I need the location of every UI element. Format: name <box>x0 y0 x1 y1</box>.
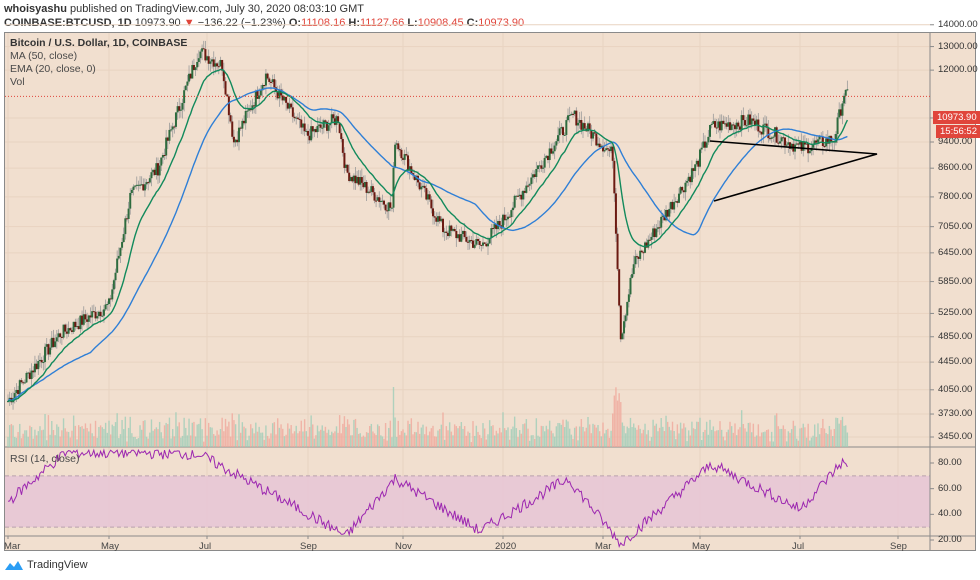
low-value: 10908.45 <box>417 17 464 29</box>
time-tick: Sep <box>300 541 317 552</box>
rsi-tick: 40.00 <box>938 508 962 520</box>
low-label: L: <box>407 17 418 29</box>
time-tick: 2020 <box>495 541 517 552</box>
price-tick: 4450.00 <box>938 356 973 368</box>
price-tick: 3730.00 <box>938 408 973 420</box>
time-tick: May <box>101 541 119 552</box>
rsi-legend[interactable]: RSI (14, close) <box>10 453 80 465</box>
price-tick: 9400.00 <box>938 136 973 147</box>
price-tick: 4050.00 <box>938 383 973 395</box>
rsi-tick: 20.00 <box>938 534 962 545</box>
time-tick: Mar <box>4 541 21 552</box>
tradingview-cloud-icon <box>5 561 23 570</box>
price-tick: 7050.00 <box>938 220 973 232</box>
time-tick: Nov <box>395 541 412 552</box>
legend-ma[interactable]: MA (50, close) <box>10 50 78 62</box>
time-tick: Sep <box>890 541 907 552</box>
last-price: 10973.90 <box>134 17 181 29</box>
symbol-info: COINBASE:BTCUSD, 1D 10973.90 ▼ −136.22 (… <box>4 17 524 30</box>
time-tick: Jul <box>199 541 212 552</box>
legend-vol[interactable]: Vol <box>10 76 25 88</box>
legend-ema[interactable]: EMA (20, close, 0) <box>10 63 96 75</box>
rsi-tick: 60.00 <box>938 482 962 494</box>
price-tick: 4850.00 <box>938 330 973 342</box>
author-name[interactable]: whoisyashu <box>4 3 67 15</box>
rsi-tick: 80.00 <box>938 457 962 468</box>
price-tick: 12000.00 <box>938 64 978 76</box>
price-tick: 13000.00 <box>938 40 978 52</box>
price-tick: 14000.00 <box>938 18 978 30</box>
publish-info: whoisyashu published on TradingView.com,… <box>4 3 364 16</box>
price-tick: 3450.00 <box>938 431 973 442</box>
price-tick: 5250.00 <box>938 307 973 319</box>
countdown-badge: 15:56:52 <box>936 125 980 138</box>
legend-title: Bitcoin / U.S. Dollar, 1D, COINBASE <box>10 37 188 49</box>
time-tick: Mar <box>595 541 612 552</box>
price-tick: 5850.00 <box>938 275 973 287</box>
down-arrow-icon: ▼ <box>183 17 195 29</box>
close-value: 10973.90 <box>478 17 525 29</box>
price-change: −136.22 (−1.23%) <box>197 17 286 29</box>
last-price-badge: 10973.90 <box>933 111 980 124</box>
tradingview-brand: TradingView <box>27 559 88 571</box>
publish-text: published on TradingView.com, July 30, 2… <box>70 3 364 15</box>
open-value: 11108.16 <box>301 17 346 29</box>
price-tick: 6450.00 <box>938 246 973 258</box>
chart-frame[interactable] <box>4 32 976 551</box>
price-tick: 7800.00 <box>938 190 973 202</box>
chart-legend: Bitcoin / U.S. Dollar, 1D, COINBASE MA (… <box>10 37 187 89</box>
close-label: C: <box>466 17 479 29</box>
symbol-name: COINBASE:BTCUSD, 1D <box>4 17 132 29</box>
time-tick: Jul <box>792 541 805 552</box>
price-tick: 8600.00 <box>938 162 973 174</box>
tradingview-logo[interactable]: TradingView <box>4 559 88 571</box>
time-tick: May <box>692 541 710 552</box>
high-value: 11127.66 <box>360 17 405 29</box>
open-label: O: <box>288 17 302 29</box>
high-label: H: <box>348 17 360 29</box>
